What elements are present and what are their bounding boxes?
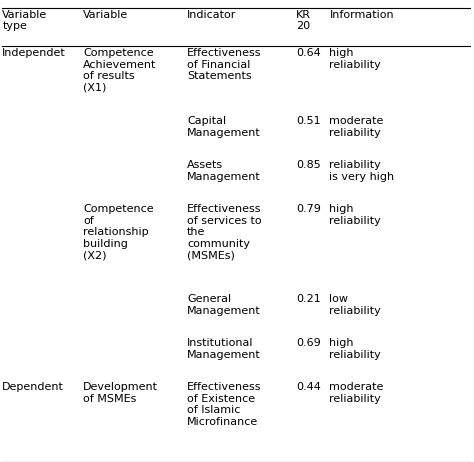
Text: Capital
Management: Capital Management [187, 116, 261, 138]
Text: 0.69: 0.69 [296, 338, 321, 348]
Text: Variable: Variable [83, 10, 128, 20]
Text: Dependent: Dependent [2, 382, 64, 392]
Text: type: type [2, 21, 27, 31]
Text: Development
of MSMEs: Development of MSMEs [83, 382, 158, 404]
Text: 20: 20 [296, 21, 310, 31]
Text: moderate
reliability: moderate reliability [329, 116, 384, 138]
Text: General
Management: General Management [187, 294, 261, 316]
Text: Independet: Independet [2, 48, 66, 58]
Text: 0.64: 0.64 [296, 48, 321, 58]
Text: Effectiveness
of services to
the
community
(MSMEs): Effectiveness of services to the communi… [187, 204, 262, 261]
Text: low
reliability: low reliability [329, 294, 381, 316]
Text: Variable: Variable [2, 10, 47, 20]
Text: high
reliability: high reliability [329, 48, 381, 70]
Text: Assets
Management: Assets Management [187, 160, 261, 182]
Text: 0.51: 0.51 [296, 116, 321, 126]
Text: Effectiveness
of Financial
Statements: Effectiveness of Financial Statements [187, 48, 262, 81]
Text: 0.44: 0.44 [296, 382, 321, 392]
Text: Effectiveness
of Existence
of Islamic
Microfinance: Effectiveness of Existence of Islamic Mi… [187, 382, 262, 427]
Text: reliability
is very high: reliability is very high [329, 160, 394, 182]
Text: Competence
Achievement
of results
(X1): Competence Achievement of results (X1) [83, 48, 156, 93]
Text: high
reliability: high reliability [329, 204, 381, 225]
Text: Institutional
Management: Institutional Management [187, 338, 261, 359]
Text: KR: KR [296, 10, 311, 20]
Text: 0.85: 0.85 [296, 160, 321, 170]
Text: Information: Information [329, 10, 394, 20]
Text: Competence
of
relationship
building
(X2): Competence of relationship building (X2) [83, 204, 154, 261]
Text: 0.21: 0.21 [296, 294, 321, 304]
Text: Indicator: Indicator [187, 10, 237, 20]
Text: 0.79: 0.79 [296, 204, 321, 214]
Text: high
reliability: high reliability [329, 338, 381, 359]
Text: moderate
reliability: moderate reliability [329, 382, 384, 404]
